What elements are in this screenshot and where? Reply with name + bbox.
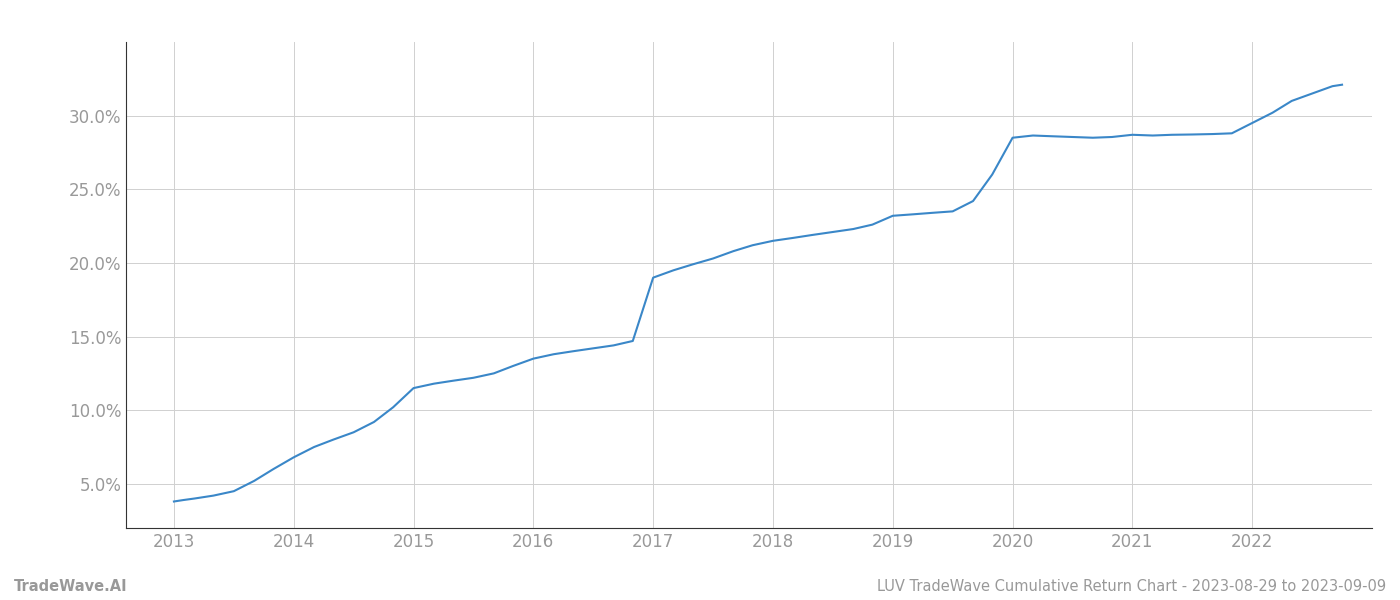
Text: TradeWave.AI: TradeWave.AI — [14, 579, 127, 594]
Text: LUV TradeWave Cumulative Return Chart - 2023-08-29 to 2023-09-09: LUV TradeWave Cumulative Return Chart - … — [876, 579, 1386, 594]
